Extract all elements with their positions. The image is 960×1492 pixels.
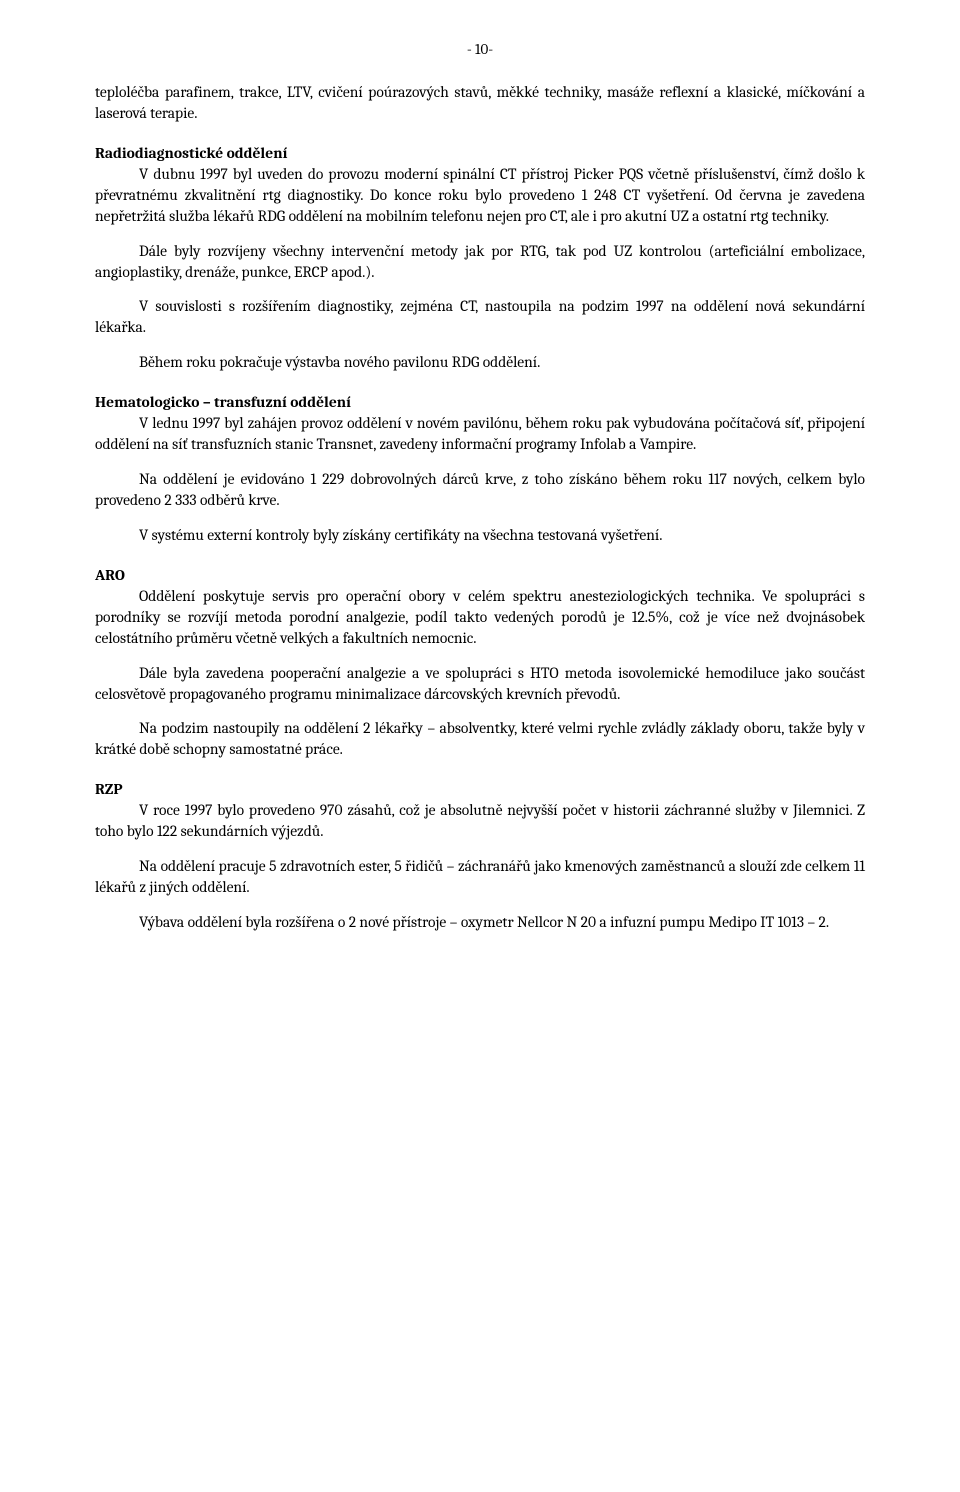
section-paragraph: Oddělení poskytuje servis pro operační o…: [95, 586, 865, 649]
intro-block: teploléčba parafinem, trakce, LTV, cviče…: [95, 82, 865, 124]
section-heading: ARO: [95, 566, 865, 584]
section-aro: ARO Oddělení poskytuje servis pro operač…: [95, 566, 865, 760]
section-paragraph: Dále byly rozvíjeny všechny intervenční …: [95, 241, 865, 283]
section-paragraph: Během roku pokračuje výstavba nového pav…: [95, 352, 865, 373]
section-paragraph: V roce 1997 bylo provedeno 970 zásahů, c…: [95, 800, 865, 842]
section-paragraph: V dubnu 1997 byl uveden do provozu moder…: [95, 164, 865, 227]
section-rzp: RZP V roce 1997 bylo provedeno 970 zásah…: [95, 780, 865, 933]
page-number: - 10-: [95, 40, 865, 58]
section-heading: Radiodiagnostické oddělení: [95, 144, 865, 162]
section-paragraph: Na oddělení pracuje 5 zdravotních ester,…: [95, 856, 865, 898]
section-hematologicko: Hematologicko – transfuzní oddělení V le…: [95, 393, 865, 546]
section-paragraph: Na podzim nastoupily na oddělení 2 lékař…: [95, 718, 865, 760]
section-paragraph: V souvislosti s rozšířením diagnostiky, …: [95, 296, 865, 338]
section-heading: Hematologicko – transfuzní oddělení: [95, 393, 865, 411]
section-radiodiagnosticke: Radiodiagnostické oddělení V dubnu 1997 …: [95, 144, 865, 373]
intro-paragraph: teploléčba parafinem, trakce, LTV, cviče…: [95, 82, 865, 124]
section-paragraph: V systému externí kontroly byly získány …: [95, 525, 865, 546]
section-paragraph: V lednu 1997 byl zahájen provoz oddělení…: [95, 413, 865, 455]
section-heading: RZP: [95, 780, 865, 798]
section-paragraph: Výbava oddělení byla rozšířena o 2 nové …: [95, 912, 865, 933]
section-paragraph: Na oddělení je evidováno 1 229 dobrovoln…: [95, 469, 865, 511]
section-paragraph: Dále byla zavedena pooperační analgezie …: [95, 663, 865, 705]
